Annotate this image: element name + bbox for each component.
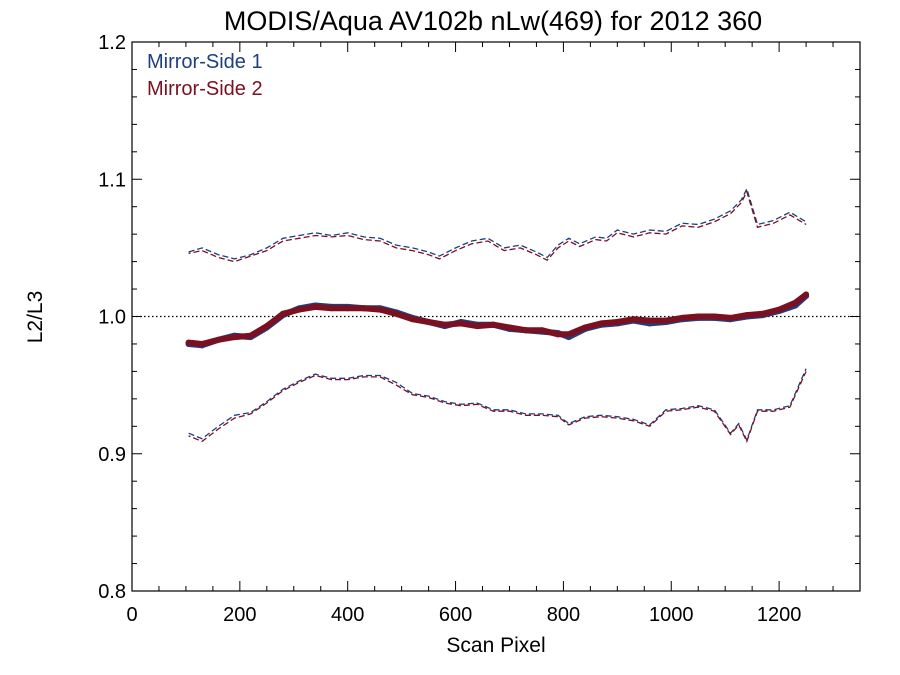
- series-2-point: [247, 332, 254, 339]
- series-2-point: [506, 324, 513, 331]
- y-axis-label: L2/L3: [24, 291, 47, 344]
- series-2-point: [328, 305, 335, 312]
- series-2-upper-bound: [188, 189, 807, 263]
- series-2-point: [522, 327, 529, 334]
- series-2-point: [581, 324, 588, 331]
- legend: Mirror-Side 1 Mirror-Side 2: [147, 51, 263, 100]
- series-2-point: [598, 320, 605, 327]
- series-2-point: [215, 336, 222, 343]
- series-2-point: [474, 323, 481, 330]
- series-2-point: [646, 317, 653, 324]
- series-2-point: [441, 321, 448, 328]
- series-2-point: [555, 331, 562, 338]
- series-2-point: [185, 339, 192, 346]
- series-2-point: [279, 310, 286, 317]
- series-2-point: [393, 310, 400, 317]
- x-tick-label: 200: [223, 604, 256, 626]
- series-2-point: [695, 313, 702, 320]
- series-2-point: [199, 340, 206, 347]
- series-2-point: [565, 331, 572, 338]
- y-tick-label: 1.2: [98, 32, 126, 54]
- legend-entry-1: Mirror-Side 1: [147, 51, 263, 73]
- series-2-point: [457, 320, 464, 327]
- series-2-point: [490, 321, 497, 328]
- y-tick-label: 1.1: [98, 169, 126, 191]
- x-tick-label: 600: [439, 604, 472, 626]
- series-2-point: [377, 306, 384, 313]
- series-2-point: [743, 312, 750, 319]
- series-2-lower-bound: [188, 371, 807, 444]
- series-2-point: [312, 303, 319, 310]
- series-2-point: [711, 313, 718, 320]
- series-2-point: [614, 318, 621, 325]
- legend-entry-2: Mirror-Side 2: [147, 78, 263, 100]
- series-2-point: [776, 306, 783, 313]
- series-2-point: [538, 327, 545, 334]
- y-tick-label: 0.9: [98, 444, 126, 466]
- series-2-point: [409, 316, 416, 323]
- plot-area: 0 200 400 600 800 1000 1200 0.8 0.9 1.0 1.1 1.2: [98, 32, 861, 626]
- series-2-point: [360, 305, 367, 312]
- series-2-point: [263, 323, 270, 330]
- series-1-lower-bound: [188, 368, 807, 442]
- x-tick-label: 1200: [757, 604, 802, 626]
- series-2-point: [759, 310, 766, 317]
- series-1-upper-bound: [188, 187, 807, 260]
- series-2-mean-line: [185, 291, 810, 347]
- y-tick-label: 1.0: [98, 307, 126, 329]
- series-2-point: [344, 305, 351, 312]
- x-tick-label: 800: [547, 604, 580, 626]
- chart-title: MODIS/Aqua AV102b nLw(469) for 2012 360: [224, 6, 762, 36]
- series-2-point: [679, 314, 686, 321]
- series-2-point: [296, 306, 303, 313]
- series-2-point: [803, 291, 810, 298]
- series-2-point: [662, 317, 669, 324]
- x-tick-label: 0: [126, 604, 137, 626]
- y-tick-label: 0.8: [98, 581, 126, 603]
- series-2-point: [727, 314, 734, 321]
- x-axis-label: Scan Pixel: [446, 634, 545, 657]
- series-2-point: [425, 318, 432, 325]
- series-2-point: [792, 299, 799, 306]
- x-tick-label: 400: [331, 604, 364, 626]
- series-2-point: [630, 316, 637, 323]
- series-2-point: [231, 334, 238, 341]
- x-tick-label: 1000: [649, 604, 694, 626]
